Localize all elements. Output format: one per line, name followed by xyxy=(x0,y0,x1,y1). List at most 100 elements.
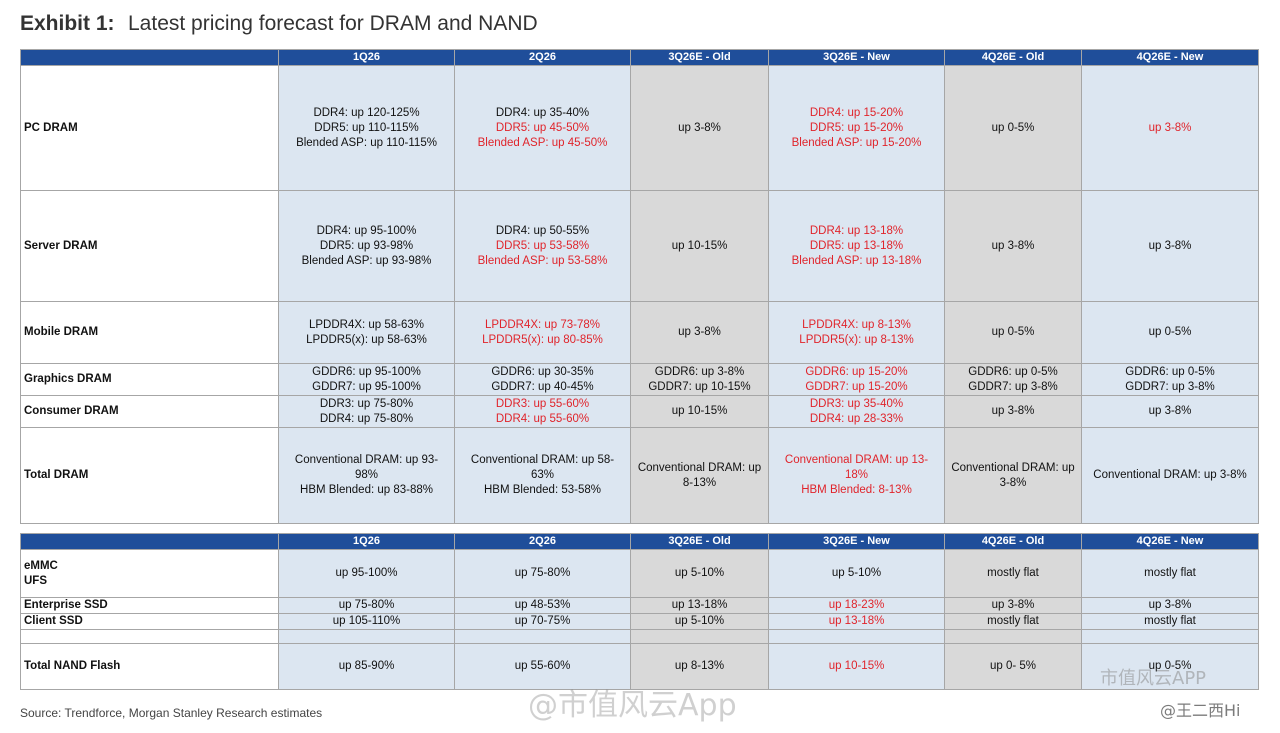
cell-line: up 55-60% xyxy=(514,660,571,672)
row-label: Consumer DRAM xyxy=(20,395,279,428)
exhibit-number: Exhibit 1: xyxy=(20,12,115,35)
row-label-text: Mobile DRAM xyxy=(24,326,99,338)
cell-3q26-old: up 5-10% xyxy=(630,549,769,598)
nand-row: eMMC UFS up 95-100% up 75-80% up 5-10% up 5-1… xyxy=(20,549,1259,598)
cell-1q26: DDR3: up 75-80% DDR4: up 75-80% xyxy=(278,395,455,428)
watermark-right-top: 市值风云APP xyxy=(1100,668,1207,689)
row-label: Mobile DRAM xyxy=(20,301,279,364)
cell-line: up 3-8% xyxy=(1148,405,1192,417)
cell-line: HBM Blended: up 83-88% xyxy=(300,484,433,496)
cell-line: mostly flat xyxy=(987,567,1039,579)
cell-line: up 3-8% xyxy=(1148,121,1192,134)
cell-line: DDR4: up 50-55% xyxy=(495,224,590,237)
cell-line: LPDDR5(x): up 80-85% xyxy=(482,333,603,346)
cell-line: GDDR7: up 15-20% xyxy=(805,380,908,393)
cell-line: GDDR7: up 3-8% xyxy=(968,380,1058,393)
cell-2q26: up 70-75% xyxy=(454,613,631,630)
dram-row: Graphics DRAM GDDR6: up 95-100% GDDR7: up … xyxy=(20,363,1259,396)
cell-4q26-old: up 3-8% xyxy=(944,395,1082,428)
cell-1q26 xyxy=(278,629,455,644)
cell-4q26-old: up 0- 5% xyxy=(944,643,1082,690)
row-label-text: PC DRAM xyxy=(24,121,78,134)
cell-1q26: DDR4: up 95-100% DDR5: up 93-98% Blended A… xyxy=(278,190,455,302)
cell-line: HBM Blended: 53-58% xyxy=(484,484,601,496)
cell-3q26-new: up 18-23% xyxy=(768,597,945,614)
nand-row: Total NAND Flash up 85-90% up 55-60% up 8-1… xyxy=(20,643,1259,690)
cell-4q26-old: Conventional DRAM: up 3-8% xyxy=(944,427,1082,524)
cell-4q26-old: GDDR6: up 0-5% GDDR7: up 3-8% xyxy=(944,363,1082,396)
row-label: Total NAND Flash xyxy=(20,643,279,690)
col-header-4q26-new: 4Q26E - New xyxy=(1081,533,1259,550)
cell-3q26-new: DDR4: up 15-20% DDR5: up 15-20% Blended AS… xyxy=(768,65,945,191)
cell-line: DDR4: up 95-100% xyxy=(316,224,417,237)
cell-4q26-old: up 3-8% xyxy=(944,190,1082,302)
cell-4q26-old xyxy=(944,629,1082,644)
cell-line: DDR3: up 55-60% xyxy=(495,397,590,410)
cell-line: DDR5: up 93-98% xyxy=(319,239,414,252)
cell-line: up 95-100% xyxy=(335,567,398,579)
row-label-text: Enterprise SSD xyxy=(24,599,108,611)
cell-3q26-new: up 13-18% xyxy=(768,613,945,630)
row-label-text: Client SSD xyxy=(24,615,83,627)
cell-3q26-new: DDR4: up 13-18% DDR5: up 13-18% Blended AS… xyxy=(768,190,945,302)
cell-line: up 3-8% xyxy=(991,405,1035,417)
cell-line: Blended ASP: up 110-115% xyxy=(296,136,437,149)
watermark-right-bottom: @王二西Hi xyxy=(1160,701,1241,720)
dram-row: Mobile DRAM LPDDR4X: up 58-63% LPDDR5(x): … xyxy=(20,301,1259,364)
cell-1q26: up 95-100% xyxy=(278,549,455,598)
dram-row: PC DRAM DDR4: up 120-125% DDR5: up 110-115… xyxy=(20,65,1259,191)
cell-line: up 10-15% xyxy=(828,660,885,672)
cell-line: up 3-8% xyxy=(678,326,721,338)
cell-line: mostly flat xyxy=(1144,615,1196,627)
cell-line: DDR5: up 45-50% xyxy=(495,121,590,134)
dram-header-blank xyxy=(20,49,279,66)
nand-row: Client SSD up 105-110% up 70-75% up 5-10% up… xyxy=(20,613,1259,630)
col-header-3q26-new: 3Q26E - New xyxy=(768,49,945,66)
cell-2q26: DDR4: up 35-40% DDR5: up 45-50% Blended AS… xyxy=(454,65,631,191)
row-label xyxy=(20,629,279,644)
cell-line: mostly flat xyxy=(987,615,1039,627)
nand-header-blank xyxy=(20,533,279,550)
cell-line: up 10-15% xyxy=(671,405,728,417)
cell-4q26-new: up 3-8% xyxy=(1081,65,1259,191)
cell-3q26-old: up 10-15% xyxy=(630,190,769,302)
row-label-text: UFS xyxy=(24,574,47,587)
cell-line: Conventional DRAM: up 93- xyxy=(294,454,439,466)
row-label-text: Total DRAM xyxy=(24,469,89,481)
dram-row: Total DRAM Conventional DRAM: up 93- 98% HB… xyxy=(20,427,1259,524)
cell-line: up 13-18% xyxy=(671,599,728,611)
cell-line: DDR4: up 75-80% xyxy=(319,412,414,425)
cell-4q26-new: mostly flat xyxy=(1081,613,1259,630)
cell-line: DDR4: up 55-60% xyxy=(495,412,590,425)
cell-line: up 3-8% xyxy=(1148,239,1192,252)
row-label: Client SSD xyxy=(20,613,279,630)
cell-3q26-new: GDDR6: up 15-20% GDDR7: up 15-20% xyxy=(768,363,945,396)
row-label-text: Graphics DRAM xyxy=(24,373,112,385)
cell-line: up 3-8% xyxy=(1148,599,1192,611)
cell-1q26: LPDDR4X: up 58-63% LPDDR5(x): up 58-63% xyxy=(278,301,455,364)
col-header-4q26-old: 4Q26E - Old xyxy=(944,49,1082,66)
cell-line: DDR4: up 28-33% xyxy=(809,412,904,425)
cell-line: GDDR7: up 10-15% xyxy=(648,380,751,393)
cell-line: GDDR6: up 0-5% xyxy=(1125,365,1215,378)
cell-line: GDDR7: up 40-45% xyxy=(491,380,594,393)
cell-line: DDR5: up 53-58% xyxy=(495,239,590,252)
cell-line: 98% xyxy=(354,469,379,481)
cell-line: up 5-10% xyxy=(674,615,725,627)
cell-line: up 0-5% xyxy=(991,326,1035,338)
cell-3q26-new: LPDDR4X: up 8-13% LPDDR5(x): up 8-13% xyxy=(768,301,945,364)
cell-line: 8-13% xyxy=(682,476,717,489)
cell-2q26 xyxy=(454,629,631,644)
cell-3q26-new: Conventional DRAM: up 13- 18% HBM Blended:… xyxy=(768,427,945,524)
cell-line: 63% xyxy=(530,469,555,481)
cell-2q26: DDR3: up 55-60% DDR4: up 55-60% xyxy=(454,395,631,428)
cell-3q26-new: up 5-10% xyxy=(768,549,945,598)
cell-4q26-new: GDDR6: up 0-5% GDDR7: up 3-8% xyxy=(1081,363,1259,396)
cell-line: up 10-15% xyxy=(671,239,728,252)
cell-line: up 0-5% xyxy=(1148,326,1192,338)
cell-3q26-old: Conventional DRAM: up 8-13% xyxy=(630,427,769,524)
cell-4q26-new xyxy=(1081,629,1259,644)
cell-line: DDR4: up 120-125% xyxy=(313,106,420,119)
cell-line: up 0-5% xyxy=(991,121,1035,134)
col-header-2q26: 2Q26 xyxy=(454,49,631,66)
